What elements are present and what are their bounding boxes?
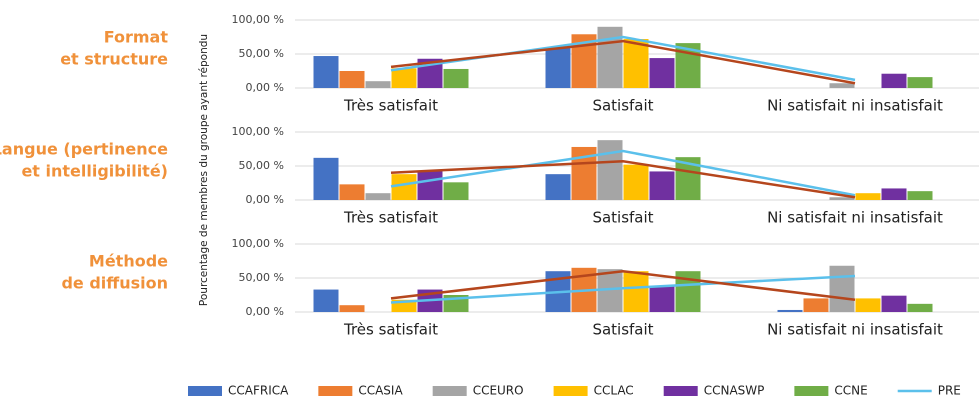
legend-swatch xyxy=(663,386,698,396)
bar xyxy=(829,265,855,312)
bar xyxy=(545,174,571,200)
y-tick-label: 50,00 % xyxy=(239,271,284,284)
legend-label: CCNE xyxy=(834,384,867,398)
bar xyxy=(545,47,571,88)
panel-title: de diffusion xyxy=(61,274,168,293)
bar xyxy=(443,182,469,200)
bar xyxy=(443,68,469,88)
bar xyxy=(881,188,907,200)
line xyxy=(390,159,856,199)
bar xyxy=(855,298,881,312)
bar xyxy=(597,26,623,88)
y-tick-label: 0,00 % xyxy=(246,193,284,206)
bar xyxy=(365,193,391,200)
legend-label: CCEURO xyxy=(473,384,524,398)
panel-title: Format xyxy=(104,28,169,47)
y-tick-label: 0,00 % xyxy=(246,81,284,94)
line xyxy=(390,39,856,85)
bar xyxy=(649,58,675,88)
x-tick-label: Très satisfait xyxy=(343,209,438,227)
legend-swatch xyxy=(188,386,222,396)
legend-swatch xyxy=(432,386,467,396)
bar xyxy=(829,197,855,200)
bar xyxy=(907,303,933,312)
bar xyxy=(339,305,365,312)
legend-label: CCLAC xyxy=(594,384,634,398)
legend-label: CCASIA xyxy=(358,384,403,398)
line xyxy=(390,274,856,304)
bar xyxy=(907,191,933,200)
bar xyxy=(649,171,675,200)
bar xyxy=(597,140,623,200)
x-tick-label: Ni satisfait ni insatisfait xyxy=(767,209,943,227)
legend-label: CCNASWP xyxy=(704,384,765,398)
line xyxy=(390,149,856,197)
x-tick-label: Satisfait xyxy=(592,209,653,227)
y-tick-label: 0,00 % xyxy=(246,305,284,318)
bar xyxy=(649,286,675,312)
bar xyxy=(881,73,907,88)
bar xyxy=(313,56,339,88)
legend-swatch xyxy=(794,386,829,396)
panel-title: et structure xyxy=(60,50,168,69)
bar xyxy=(881,295,907,312)
y-tick-label: 50,00 % xyxy=(239,47,284,60)
bar xyxy=(855,193,881,200)
line xyxy=(390,269,856,302)
legend-label: CCAFRICA xyxy=(228,384,289,398)
y-tick-label: 100,00 % xyxy=(232,125,284,138)
bar xyxy=(391,174,417,200)
legend-swatch xyxy=(553,386,588,396)
legend-swatch xyxy=(318,386,353,396)
panel-title: Langue (pertinence xyxy=(0,140,168,159)
x-tick-label: Ni satisfait ni insatisfait xyxy=(767,97,943,115)
bar xyxy=(313,289,339,312)
x-tick-label: Satisfait xyxy=(592,97,653,115)
y-tick-label: 50,00 % xyxy=(239,159,284,172)
bar xyxy=(313,157,339,200)
y-axis-label: Pourcentage de membres du groupe ayant r… xyxy=(198,34,210,306)
x-tick-label: Ni satisfait ni insatisfait xyxy=(767,321,943,339)
legend-label: PRE xyxy=(938,384,961,398)
panel-title: et intelligibilité) xyxy=(21,162,168,181)
panel-title: Méthode xyxy=(89,252,168,271)
bar xyxy=(365,81,391,88)
bar xyxy=(907,77,933,88)
bar xyxy=(803,298,829,312)
bar xyxy=(339,71,365,88)
x-tick-label: Satisfait xyxy=(592,321,653,339)
y-tick-label: 100,00 % xyxy=(232,237,284,250)
bar xyxy=(777,309,803,312)
x-tick-label: Très satisfait xyxy=(343,97,438,115)
bar xyxy=(623,164,649,200)
x-tick-label: Très satisfait xyxy=(343,321,438,339)
bar xyxy=(339,184,365,200)
bar xyxy=(623,271,649,312)
bar xyxy=(623,39,649,88)
bar xyxy=(391,68,417,88)
bar xyxy=(829,83,855,88)
y-tick-label: 100,00 % xyxy=(232,13,284,26)
bar xyxy=(417,171,443,200)
